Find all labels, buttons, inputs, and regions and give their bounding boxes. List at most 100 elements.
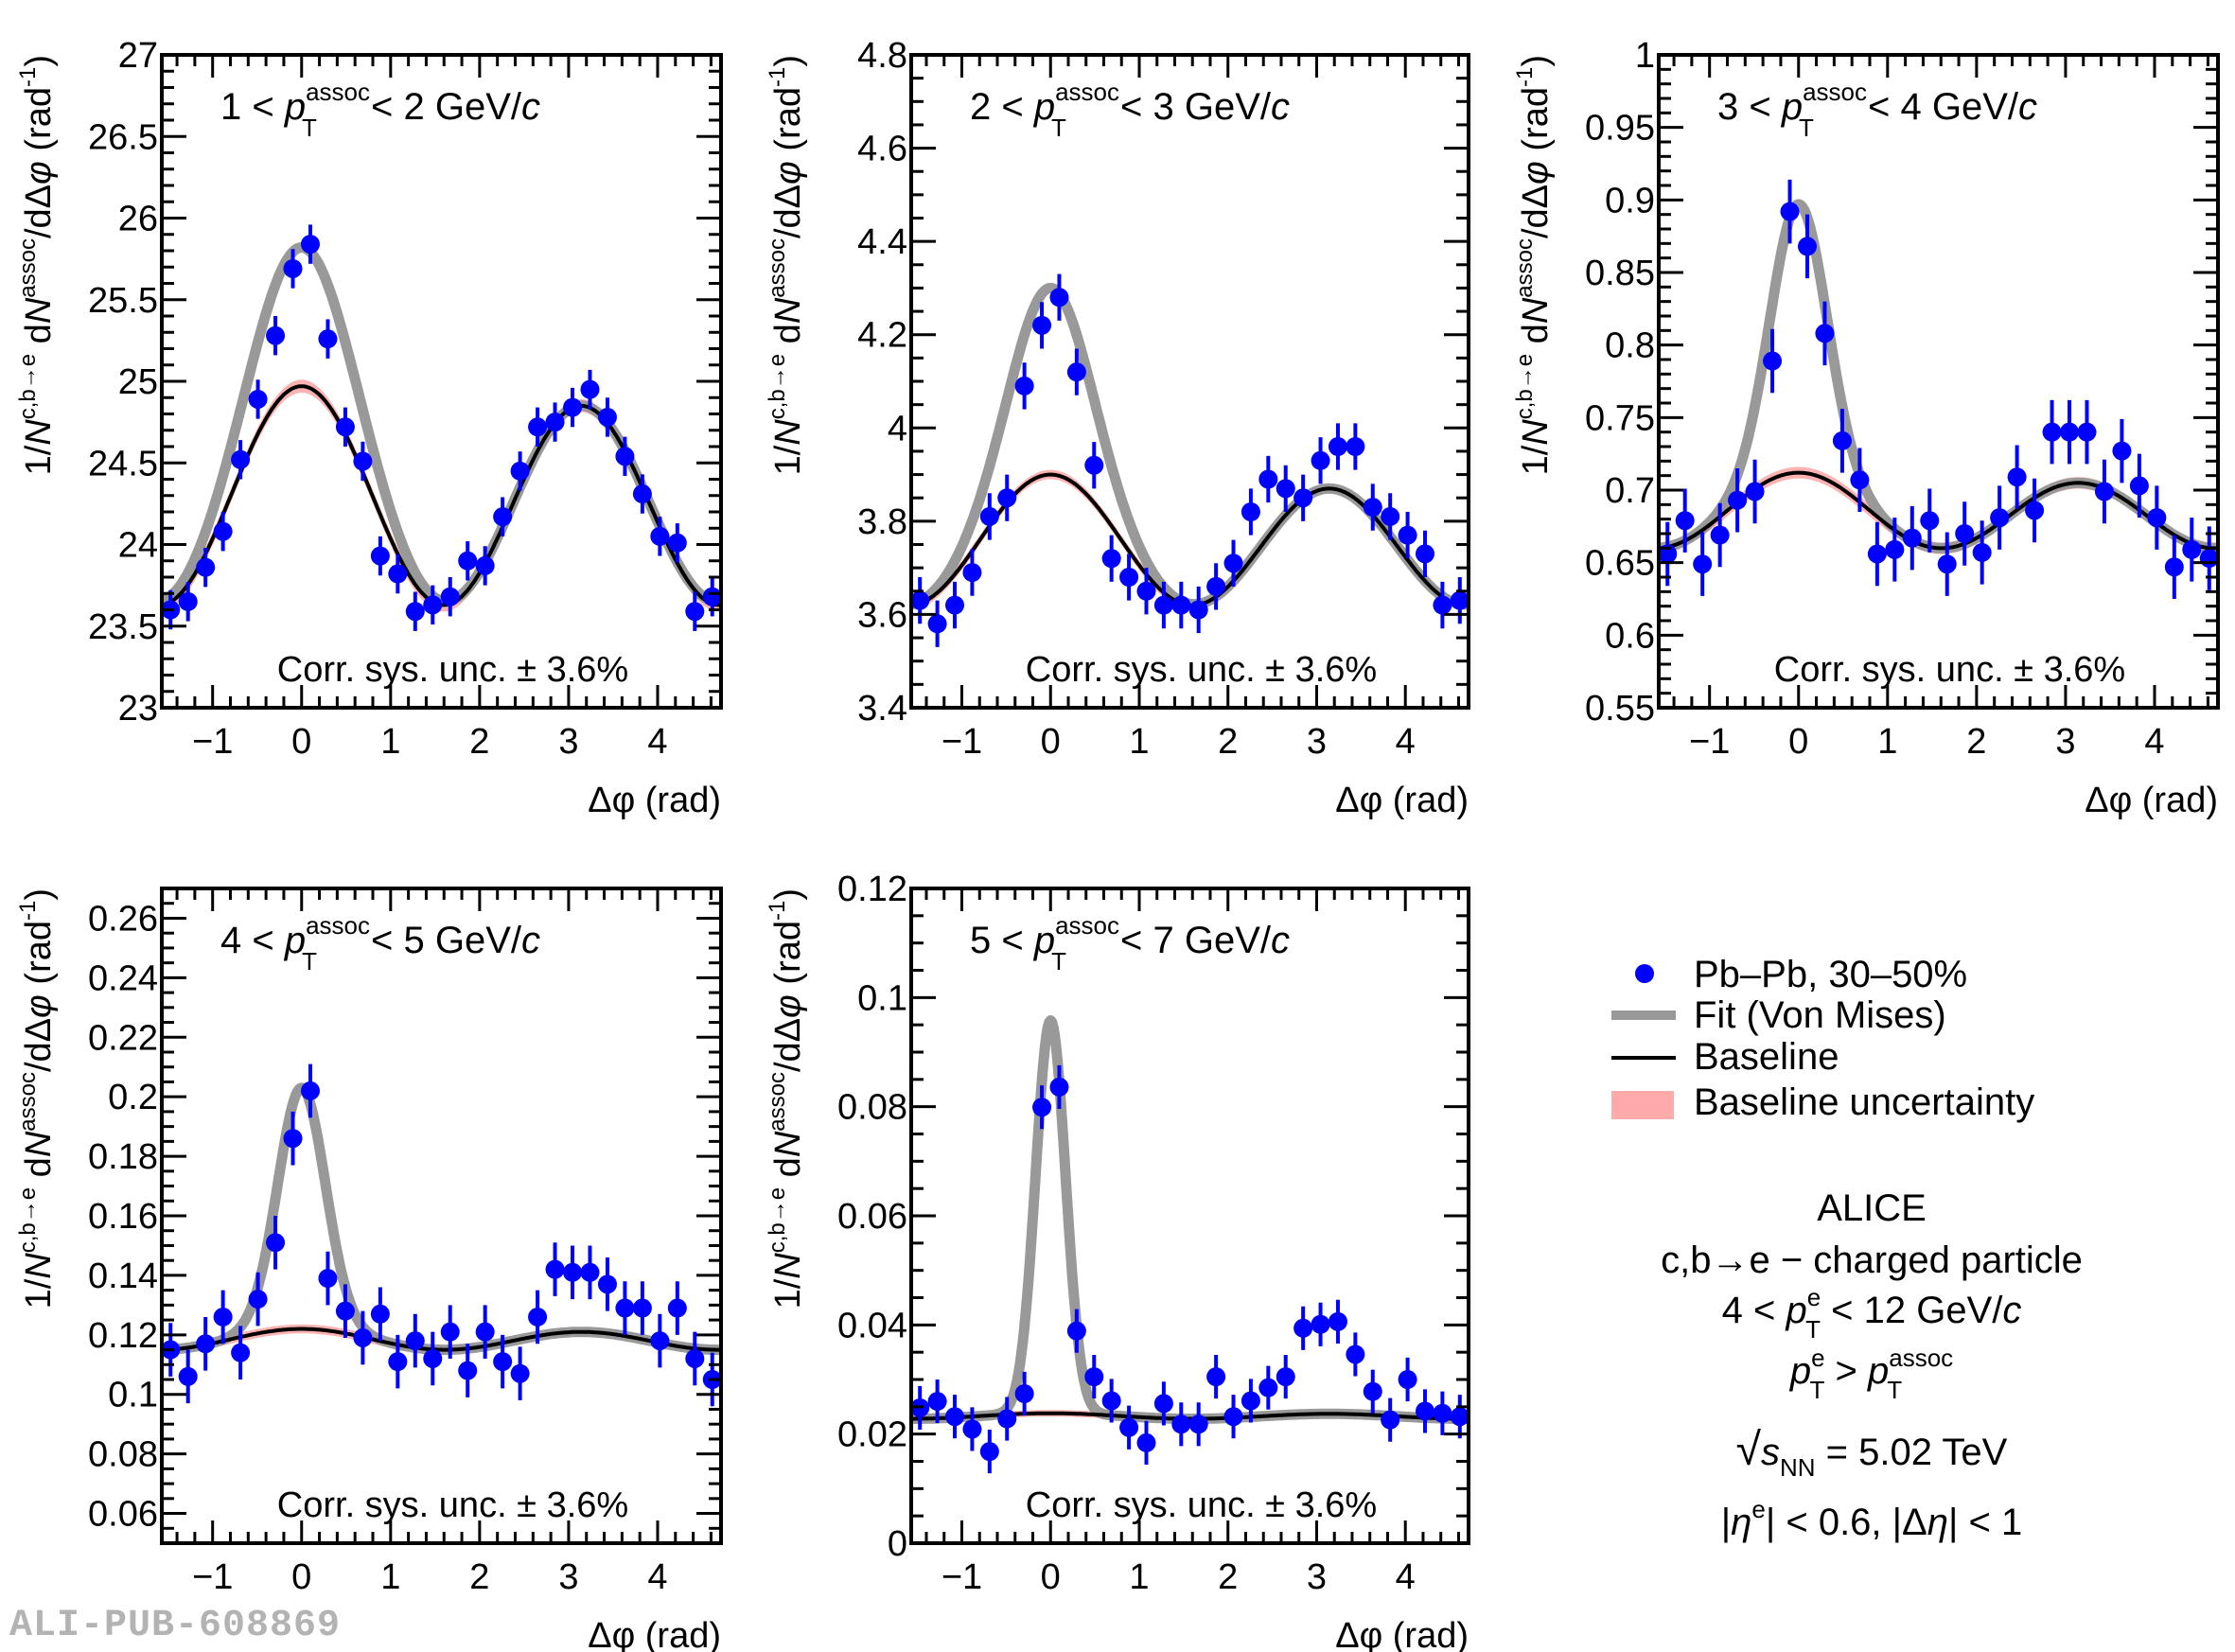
data-marker [318,1269,338,1289]
data-point [2060,399,2080,465]
data-point [370,536,390,576]
data-marker [458,1361,478,1380]
y-tick-label: 0.12 [837,870,907,909]
y-tick-label: 0 [888,1524,907,1564]
data-marker [1885,539,1905,559]
data-marker [510,461,530,481]
y-tick-label: 3.6 [857,595,907,635]
y-tick-label: 0.6 [1605,616,1655,656]
y-tick-label: 0.06 [837,1197,907,1237]
data-marker [231,449,251,469]
data-marker [1728,490,1748,510]
x-tick-label: 4 [1396,722,1416,762]
data-marker [962,1419,982,1439]
data-point [667,523,687,563]
data-point [1381,493,1400,540]
data-marker [528,1307,548,1327]
panel-title: 1 < passoc T < 2 GeV/c [220,78,540,142]
data-marker [1014,1383,1034,1403]
data-marker [597,1274,617,1294]
data-marker [1381,1410,1400,1430]
data-point [1136,568,1156,615]
y-tick-label: 0.1 [857,978,907,1018]
data-marker [318,329,338,349]
data-point [370,1287,390,1342]
data-point [1381,1397,1400,1442]
data-marker [1398,1370,1417,1389]
data-point [1972,520,1992,585]
data-point [927,1380,947,1424]
data-point [911,577,930,624]
data-point [650,1313,670,1368]
y-tick-label: 0.26 [88,899,158,939]
x-tick-label: 0 [291,1557,311,1597]
data-point [945,581,965,629]
data-point [1990,485,2010,550]
data-point [440,1305,460,1359]
data-marker [283,1129,303,1149]
data-point [196,1316,216,1371]
data-point [1241,488,1260,536]
y-tick-label: 0.2 [108,1078,158,1117]
data-marker [1363,498,1382,518]
data-point [2025,478,2045,543]
data-marker [1101,549,1121,569]
plot-area [911,1015,1469,1474]
data-marker [493,507,513,527]
y-tick-label: 0.8 [1605,326,1655,366]
data-marker [248,1290,268,1309]
data-point [458,541,478,581]
data-point [1433,1391,1452,1435]
data-marker [1850,470,1870,490]
data-point [510,451,530,491]
data-point [1188,586,1208,634]
x-tick-label: 2 [1218,1557,1238,1597]
data-point [1258,1365,1278,1410]
data-marker [440,1322,460,1342]
data-point [1101,535,1121,582]
panel-3: −1 0 1 2 3 4 0.55 0.6 0.65 0.7 0.75 0.8 0.85 0.9 0.95 1… [1512,36,2220,820]
panel-5: −1 0 1 2 3 4 0 0.02 0.04 0.06 0.08 0.1 0.12 Δφ (rad) 1… [765,870,1470,1652]
data-point [335,407,355,447]
data-point [1153,581,1173,629]
baseline-curve [911,472,1469,607]
data-point [2147,485,2167,550]
panel-4: −1 0 1 2 3 4 0.06 0.08 0.1 0.12 0.14 0.16 0.18 0.2 0.2… [15,887,723,1652]
data-point [1920,488,1940,553]
y-tick-label: 4.4 [857,222,907,262]
data-marker [580,379,600,399]
data-marker [2094,482,2114,501]
data-marker [927,614,947,634]
data-point [1241,1379,1260,1423]
y-axis-title: 1/Nc,b→e dNassoc/dΔφ (rad-1) [15,888,59,1309]
data-marker [1276,1367,1295,1387]
data-marker [2199,549,2218,569]
data-point [213,1290,233,1344]
data-point [1346,1332,1365,1377]
y-tick-label: 24.5 [88,444,158,483]
data-point [178,582,198,622]
data-marker [353,1327,373,1347]
data-marker [1955,524,1975,543]
data-marker [945,1407,965,1427]
data-marker [911,590,930,610]
x-tick-label: 2 [469,1557,489,1597]
y-tick-label: 0.9 [1605,181,1655,220]
y-tick-label: 27 [118,36,158,76]
data-point [475,1305,495,1359]
x-tick-label: 4 [647,722,667,762]
data-point [423,1331,443,1386]
data-marker [997,488,1017,508]
data-point [2182,518,2202,582]
data-marker [1084,1367,1104,1387]
data-marker [1346,1344,1365,1364]
data-point [353,1310,373,1365]
data-marker [997,1409,1017,1429]
data-point [440,577,460,617]
y-tick-label: 26 [118,200,158,239]
y-tick-label: 3.4 [857,689,907,729]
y-tick-label: 0.65 [1585,544,1655,584]
data-marker [196,557,216,577]
data-marker [545,1259,565,1279]
data-point [423,585,443,625]
